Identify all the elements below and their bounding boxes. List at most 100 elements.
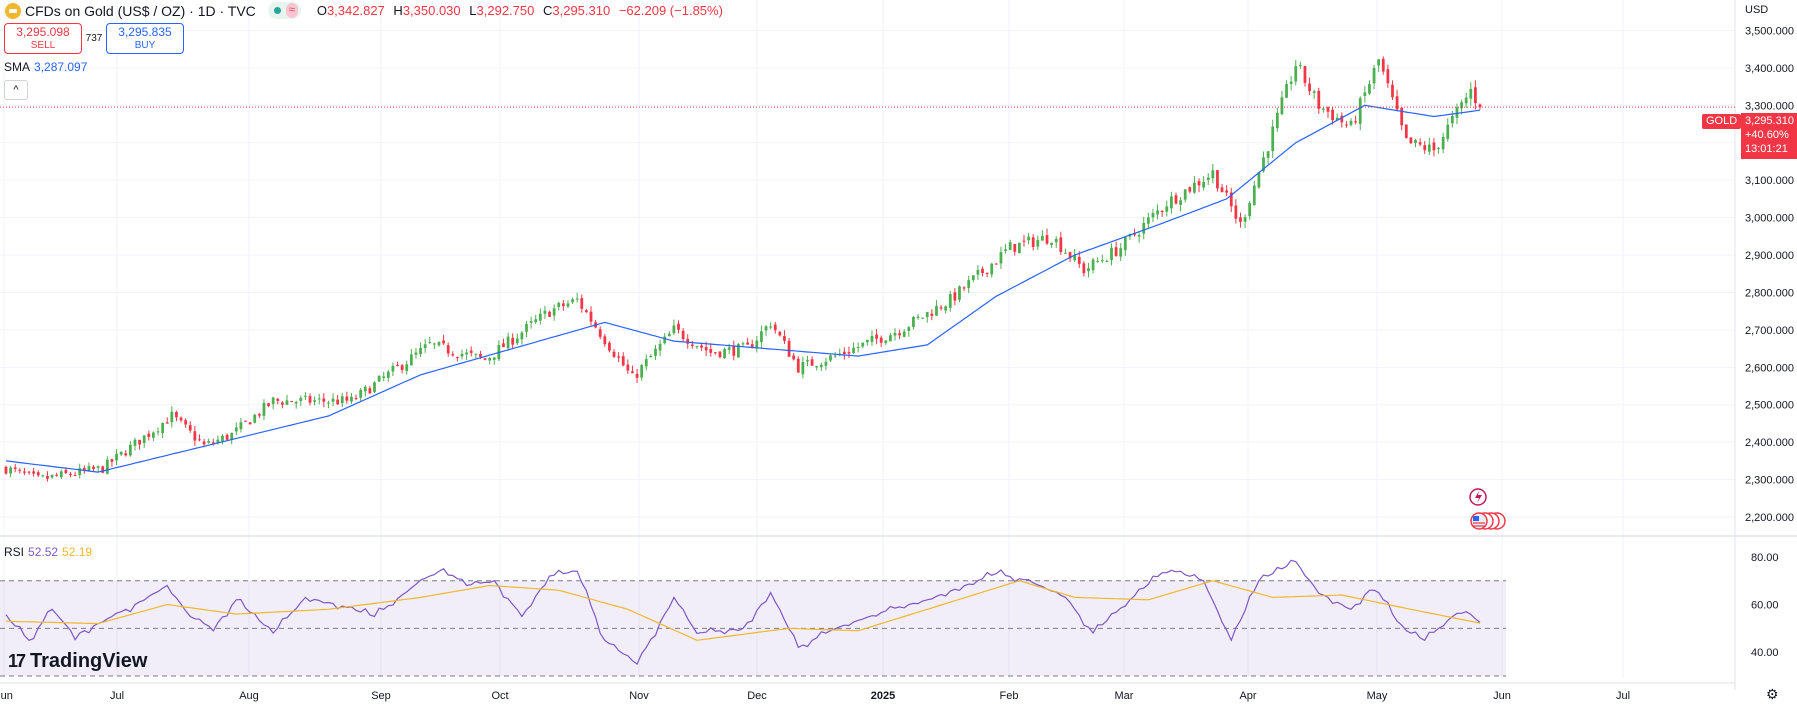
candle-body bbox=[1216, 170, 1219, 189]
symbol-legend: CFDs on Gold (US$ / OZ) · 1D · TVC ≈ O3,… bbox=[5, 2, 728, 19]
sell-label: SELL bbox=[30, 40, 56, 51]
candle-body bbox=[801, 362, 805, 375]
market-status-badge[interactable]: ≈ bbox=[267, 2, 301, 19]
candle-body bbox=[538, 313, 542, 321]
candle-body bbox=[557, 302, 561, 308]
candle-body bbox=[363, 386, 367, 392]
price-scale-labels: 2,200.000 2,300.000 2,400.000 2,500.000 2,60… bbox=[1745, 25, 1794, 524]
settings-gear-icon[interactable]: ⚙ bbox=[1766, 686, 1779, 702]
candle-body bbox=[852, 347, 855, 353]
candle-body bbox=[451, 354, 455, 356]
tradingview-logo-icon: 17 bbox=[8, 651, 26, 671]
candle-body bbox=[889, 335, 892, 342]
time-tick-label: Aug bbox=[239, 690, 259, 702]
candle-body bbox=[1096, 261, 1100, 263]
candle-body bbox=[515, 338, 519, 344]
candle-body bbox=[1377, 59, 1381, 66]
candle-body bbox=[1160, 210, 1164, 212]
candle-body bbox=[958, 286, 961, 300]
candle-body bbox=[460, 353, 464, 357]
candle-body bbox=[1391, 84, 1394, 98]
candle-body bbox=[1087, 268, 1090, 272]
candle-body bbox=[1363, 92, 1367, 97]
open-value: 3,342.827 bbox=[326, 3, 385, 18]
candle-body bbox=[842, 351, 846, 355]
currency-label[interactable]: USD bbox=[1745, 4, 1769, 16]
sma-value: 3,287.097 bbox=[34, 60, 88, 74]
candle-body bbox=[165, 422, 169, 424]
candle-body bbox=[865, 339, 869, 343]
candle-body bbox=[1008, 242, 1012, 250]
candle-body bbox=[456, 357, 459, 359]
candle-body bbox=[875, 334, 878, 339]
low-value: 3,292.750 bbox=[476, 3, 535, 18]
candle-body bbox=[1082, 263, 1086, 274]
candle-body bbox=[161, 422, 164, 434]
sma-legend[interactable]: SMA 3,287.097 bbox=[4, 60, 87, 74]
candle-body bbox=[1146, 217, 1150, 224]
candle-body bbox=[1414, 139, 1417, 144]
candle-body bbox=[971, 275, 975, 280]
candle-body bbox=[409, 354, 413, 366]
market-open-dot-icon bbox=[273, 7, 281, 14]
tradingview-logo[interactable]: 17 TradingView bbox=[8, 650, 147, 673]
candle-body bbox=[1354, 121, 1358, 123]
candle-body bbox=[1064, 252, 1067, 254]
candle-body bbox=[520, 332, 524, 340]
candle-body bbox=[230, 432, 234, 441]
candle-body bbox=[373, 382, 376, 392]
candle-body bbox=[1036, 239, 1040, 247]
candle-body bbox=[1068, 252, 1072, 259]
rsi-legend[interactable]: RSI 52.52 52.19 bbox=[4, 545, 92, 559]
candle-body bbox=[488, 358, 492, 361]
candle-body bbox=[1234, 205, 1238, 219]
candle-body bbox=[1022, 240, 1026, 242]
candle-body bbox=[621, 356, 625, 366]
symbol-title[interactable]: CFDs on Gold (US$ / OZ) · 1D · TVC bbox=[25, 2, 256, 19]
sell-button[interactable]: 3,295.098 SELL bbox=[4, 23, 82, 54]
event-icons bbox=[1469, 488, 1506, 530]
candle-body bbox=[1271, 126, 1275, 152]
time-tick-label: Mar bbox=[1115, 690, 1134, 702]
candle-body bbox=[870, 335, 874, 342]
candle-body bbox=[1229, 192, 1233, 207]
candle-body bbox=[930, 313, 934, 316]
candle-body bbox=[856, 346, 860, 349]
candle-body bbox=[796, 358, 800, 373]
candle-body bbox=[1077, 256, 1081, 264]
candle-body bbox=[244, 420, 247, 422]
candle-body bbox=[667, 333, 671, 337]
candle-body bbox=[815, 366, 819, 368]
candle-body bbox=[350, 396, 353, 402]
candle-body bbox=[1381, 58, 1385, 72]
rsi-label: RSI bbox=[4, 545, 25, 559]
candle-body bbox=[700, 345, 703, 348]
candle-body bbox=[437, 341, 441, 346]
candle-body bbox=[1248, 203, 1252, 217]
lightning-event-icon[interactable] bbox=[1469, 488, 1487, 506]
candle-body bbox=[787, 340, 791, 357]
candle-body bbox=[1119, 248, 1123, 257]
candle-body bbox=[502, 343, 505, 348]
candle-body bbox=[133, 439, 137, 446]
candle-body bbox=[773, 324, 777, 331]
candle-body bbox=[138, 439, 141, 445]
candle-body bbox=[1474, 87, 1477, 104]
collapse-legend-button[interactable]: ^ bbox=[4, 80, 28, 100]
candle-body bbox=[681, 330, 685, 340]
candle-body bbox=[548, 311, 551, 317]
candle-body bbox=[953, 292, 957, 301]
candle-body bbox=[115, 453, 118, 461]
price-tick-label: 3,000.000 bbox=[1745, 213, 1794, 225]
us-flag-event-icon[interactable] bbox=[1470, 512, 1506, 530]
candle-body bbox=[1322, 108, 1325, 110]
buy-button[interactable]: 3,295.835 BUY bbox=[106, 23, 184, 54]
candle-body bbox=[225, 434, 229, 440]
candle-body bbox=[506, 336, 510, 349]
candle-body bbox=[1059, 237, 1063, 253]
candle-body bbox=[253, 414, 257, 423]
candle-body bbox=[1294, 66, 1298, 82]
candle-body bbox=[750, 344, 754, 348]
candle-body bbox=[824, 361, 828, 366]
